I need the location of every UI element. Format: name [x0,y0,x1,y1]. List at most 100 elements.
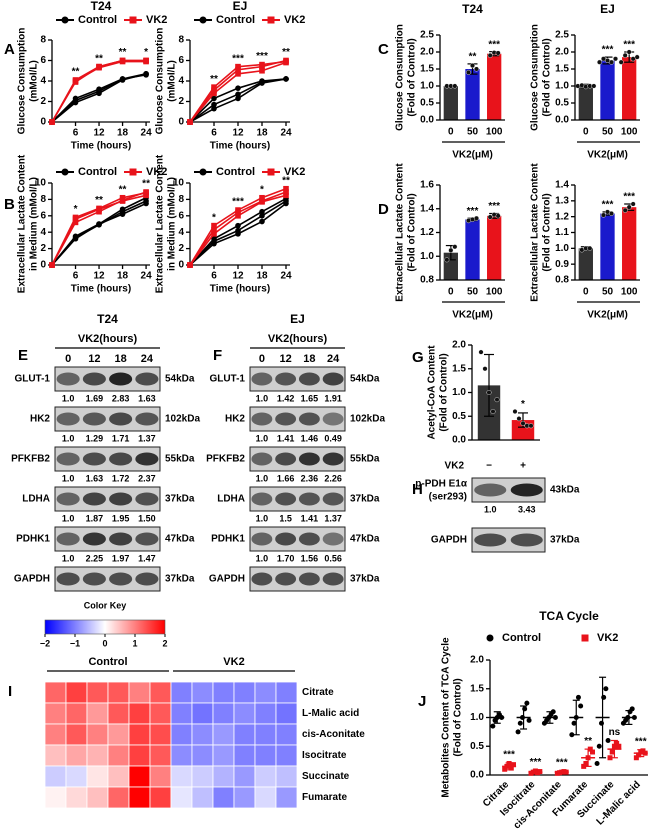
legend-marker [61,168,69,176]
significance: ** [469,52,477,63]
x-tick-label: 24 [141,128,153,139]
point [563,769,569,775]
chart-title: TCA Cycle [539,609,599,623]
band [82,572,106,586]
lane-label: 24 [141,353,154,365]
point [512,409,518,415]
band [56,452,80,466]
significance: * [521,399,525,410]
panel-letter: B [4,196,15,213]
significance: * [144,47,148,58]
lane-label: 24 [327,353,340,365]
band [109,492,133,506]
protein-label: HK2 [30,414,50,425]
quant-label: 1.72 [112,473,130,483]
heatmap-cell [107,702,130,725]
y-tick-label: 1.2 [420,227,434,238]
row-label: Isocitrate [302,750,347,761]
point [571,720,577,726]
y-axis-label: Glucose Consumption [530,24,541,131]
x-tick-label: + [520,461,526,472]
point [609,59,615,65]
protein-label: HK2 [225,414,245,425]
legend-label: Control [78,14,117,26]
panel-letter: I [8,683,12,700]
point [211,226,217,233]
point [235,227,241,234]
point [490,409,496,415]
x-tick-label: 6 [73,271,79,282]
y-tick-label: 1.4 [420,203,434,214]
protein-label: GAPDH [209,574,245,585]
point [235,207,241,213]
point [466,69,472,75]
point [508,765,514,771]
quant-label: 1.56 [301,553,319,563]
x-axis-label: Time (hours) [210,284,270,295]
panel-letter: H [412,481,423,498]
y-tick-label: 2.0 [420,47,434,58]
band [109,572,133,586]
y-tick-label: 4 [40,76,46,87]
y-tick-label: 6 [178,210,184,221]
lane-label: 12 [280,353,292,365]
point [575,694,581,700]
y-tick-label: 0.5 [555,98,569,109]
significance: *** [530,757,542,768]
heatmap-cell [86,702,109,725]
point [452,83,458,89]
heatmap-cell [149,723,172,746]
point [474,215,480,221]
point [614,740,620,746]
point [524,700,530,706]
point [49,262,55,268]
x-tick-label: − [486,461,492,472]
band [322,372,344,386]
point [622,207,628,213]
x-axis-label: Time (hours) [71,141,131,152]
point [616,743,622,749]
blot-title: EJ [290,312,305,326]
size-label: 37kDa [550,535,580,546]
heatmap-cell [107,723,130,746]
point [187,119,193,125]
heatmap-cell [254,786,277,809]
bar [578,248,593,280]
chart-title: EJ [600,2,615,16]
significance: *** [232,197,244,208]
x-tick-label: 50 [602,127,614,138]
significance: ** [210,74,218,85]
y-tick-label: 2.0 [470,655,484,666]
protein-label: GAPDH [14,574,50,585]
point [598,720,604,726]
x-tick-label: 12 [93,271,105,282]
band [322,492,344,506]
heatmap-cell [275,702,298,725]
x-axis-label: VK2 [445,461,465,472]
point [211,84,217,90]
key-tick-label: 0 [102,638,107,648]
heatmap-cell [212,765,235,788]
point [235,95,241,102]
x-tick-label: 18 [117,128,129,139]
point [119,206,126,213]
point [259,213,265,219]
heatmap-cell [149,765,172,788]
band [135,412,159,426]
size-label: 47kDa [165,534,195,545]
point [96,90,102,97]
point [495,50,501,56]
heatmap-cell [254,702,277,725]
bar [465,219,480,280]
chart-title: T24 [462,2,483,16]
point [636,752,642,758]
quant-label: 1.63 [138,393,156,403]
point [235,213,241,219]
lane-label: 18 [115,353,127,365]
protein-label: PFKFB2 [11,454,50,465]
protein-label: LDHA [22,494,50,505]
quant-label: 1.91 [324,393,342,403]
heatmap-cell [44,744,67,767]
point [495,213,501,219]
y-axis-label: Extracellular Lactate Content [17,154,28,293]
